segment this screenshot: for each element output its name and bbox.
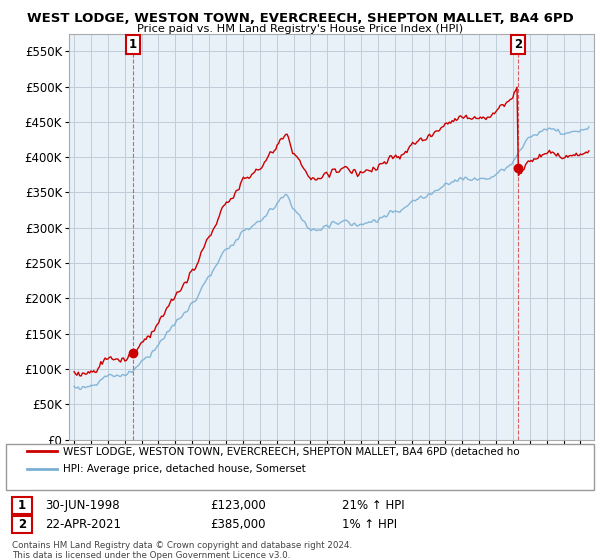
Text: WEST LODGE, WESTON TOWN, EVERCREECH, SHEPTON MALLET, BA4 6PD: WEST LODGE, WESTON TOWN, EVERCREECH, SHE… [26, 12, 574, 25]
Text: £385,000: £385,000 [210, 518, 265, 531]
Text: HPI: Average price, detached house, Somerset: HPI: Average price, detached house, Some… [63, 464, 306, 474]
Text: 1: 1 [18, 498, 26, 512]
Text: 2: 2 [18, 518, 26, 531]
Text: 1: 1 [129, 38, 137, 50]
Text: 30-JUN-1998: 30-JUN-1998 [45, 498, 119, 512]
Text: 22-APR-2021: 22-APR-2021 [45, 518, 121, 531]
Text: Price paid vs. HM Land Registry's House Price Index (HPI): Price paid vs. HM Land Registry's House … [137, 24, 463, 34]
Text: 2: 2 [514, 38, 522, 50]
Text: £123,000: £123,000 [210, 498, 266, 512]
Text: 1% ↑ HPI: 1% ↑ HPI [342, 518, 397, 531]
Text: 21% ↑ HPI: 21% ↑ HPI [342, 498, 404, 512]
Text: Contains HM Land Registry data © Crown copyright and database right 2024.
This d: Contains HM Land Registry data © Crown c… [12, 541, 352, 560]
Text: WEST LODGE, WESTON TOWN, EVERCREECH, SHEPTON MALLET, BA4 6PD (detached ho: WEST LODGE, WESTON TOWN, EVERCREECH, SHE… [63, 446, 520, 456]
